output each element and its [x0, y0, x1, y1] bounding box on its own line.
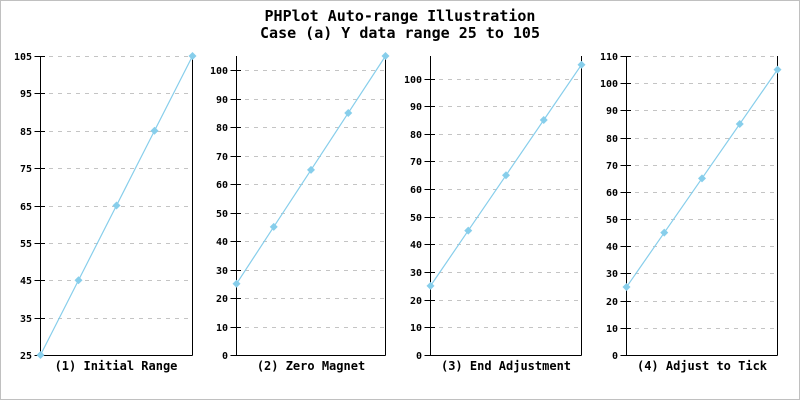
- data-point-marker: [622, 283, 631, 292]
- y-tick-label: 50: [216, 209, 228, 220]
- y-tick-label: 110: [600, 52, 618, 63]
- y-tick-label: 40: [410, 240, 422, 251]
- data-point-marker: [773, 65, 782, 74]
- y-tick-label: 0: [612, 351, 618, 362]
- data-point-marker: [735, 119, 744, 128]
- data-point-marker: [74, 276, 83, 285]
- y-tick-label: 55: [20, 239, 32, 250]
- y-tick-label: 100: [210, 66, 228, 77]
- y-tick-label: 70: [410, 157, 422, 168]
- y-tick-label: 85: [20, 127, 32, 138]
- y-tick-label: 100: [600, 79, 618, 90]
- y-tick-label: 60: [216, 180, 228, 191]
- y-tick-label: 0: [222, 351, 228, 362]
- chart-3: 0 10 20 30 40 50 60 70 80 90 100: [404, 56, 586, 362]
- y-tick-label: 90: [606, 106, 618, 117]
- data-point-marker: [344, 108, 353, 117]
- y-tick-label: 50: [410, 213, 422, 224]
- y-tick-label: 40: [216, 237, 228, 248]
- y-tick-label: 10: [410, 323, 422, 334]
- y-tick-label: 20: [216, 294, 228, 305]
- data-point-marker: [698, 174, 706, 183]
- y-tick-label: 45: [20, 276, 32, 287]
- data-point-marker: [150, 126, 159, 135]
- data-point-marker: [660, 228, 669, 237]
- y-tick-label: 105: [14, 52, 32, 63]
- y-tick-label: 50: [606, 215, 618, 226]
- y-tick-label: 80: [216, 123, 228, 134]
- page-subtitle: Case (a) Y data range 25 to 105: [260, 24, 540, 42]
- y-tick-label: 30: [410, 268, 422, 279]
- chart-2-label: (2) Zero Magnet: [256, 359, 366, 373]
- y-tick-label: 70: [606, 161, 618, 172]
- y-tick-label: 20: [410, 296, 422, 307]
- y-tick-label: 30: [606, 269, 618, 280]
- y-tick-label: 10: [216, 323, 228, 334]
- data-point-marker: [502, 171, 510, 180]
- y-tick-label: 90: [216, 95, 228, 106]
- y-tick-label: 30: [216, 266, 228, 277]
- y-tick-label: 40: [606, 242, 618, 253]
- data-point-marker: [188, 52, 197, 60]
- y-tick-label: 20: [606, 297, 618, 308]
- data-point-marker: [464, 226, 473, 235]
- chart-4-label: (4) Adjust to Tick: [636, 359, 768, 373]
- y-tick-label: 60: [606, 188, 618, 199]
- y-tick-label: 25: [20, 351, 32, 362]
- data-point-marker: [426, 281, 435, 290]
- page-title: PHPlot Auto-range Illustration: [264, 7, 536, 25]
- y-tick-label: 100: [404, 75, 422, 86]
- y-tick-label: 10: [606, 324, 618, 335]
- y-tick-label: 80: [410, 130, 422, 141]
- data-point-marker: [381, 52, 390, 60]
- chart-4: 0 10 20 30 40 50 60 70 80 90 100 110: [600, 52, 782, 362]
- data-point-marker: [36, 351, 45, 359]
- y-tick-label: 80: [606, 134, 618, 145]
- y-tick-label: 75: [20, 164, 32, 175]
- y-tick-label: 35: [20, 314, 32, 325]
- chart-3-label: (3) End Adjustment: [440, 359, 572, 373]
- data-point-marker: [577, 60, 586, 69]
- y-tick-label: 0: [416, 351, 422, 362]
- chart-1-label: (1) Initial Range: [54, 359, 178, 373]
- data-point-marker: [307, 165, 315, 174]
- y-tick-label: 60: [410, 185, 422, 196]
- data-point-marker: [232, 279, 241, 288]
- y-tick-label: 95: [20, 89, 32, 100]
- y-tick-label: 70: [216, 152, 228, 163]
- y-tick-label: 90: [410, 102, 422, 113]
- data-point-marker: [539, 116, 548, 125]
- chart-1: 25 35 45 55 65 75 85 95 105: [14, 52, 197, 362]
- data-point-marker: [112, 201, 121, 210]
- data-point-marker: [269, 222, 278, 231]
- y-tick-label: 65: [20, 202, 32, 213]
- chart-2: 0 10 20 30 40 50 60 70 80 90 100: [210, 52, 390, 362]
